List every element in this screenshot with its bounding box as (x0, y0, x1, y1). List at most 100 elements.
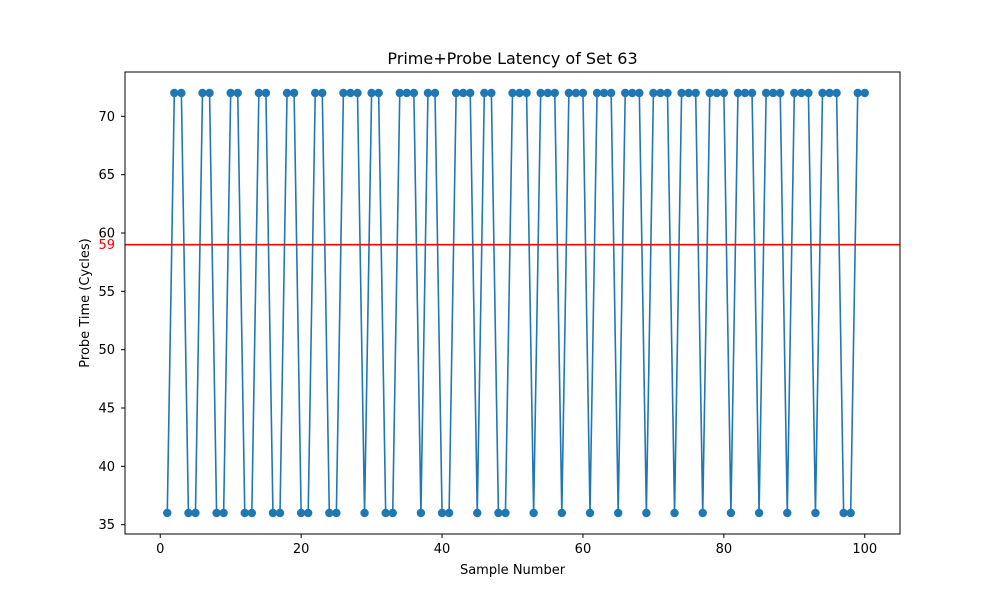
data-point (628, 88, 637, 98)
data-point (282, 88, 292, 98)
data-point (642, 508, 651, 518)
y-tick-label: 50 (98, 343, 115, 358)
data-point (332, 508, 341, 518)
data-point (811, 508, 820, 518)
x-axis-label: Sample Number (460, 563, 566, 578)
data-point (501, 508, 510, 518)
data-point (797, 88, 806, 98)
data-point (303, 508, 313, 518)
data-point (606, 88, 616, 98)
data-point (599, 88, 609, 98)
data-point (226, 88, 235, 98)
data-point (754, 508, 764, 518)
data-point (621, 88, 630, 98)
y-tick-label: 60 (98, 227, 115, 242)
data-point (198, 88, 207, 98)
data-point (163, 508, 172, 518)
data-point (458, 88, 468, 98)
data-point (296, 508, 306, 518)
data-point (832, 88, 841, 98)
data-point (691, 88, 700, 98)
data-point (346, 88, 355, 98)
y-axis-label: Probe Time (Cycles) (78, 238, 93, 367)
y-tick-label: 35 (98, 518, 115, 533)
data-point (374, 88, 383, 98)
data-point (423, 88, 433, 98)
data-point (719, 88, 729, 98)
x-tick-label: 100 (852, 542, 877, 557)
data-point (684, 88, 693, 98)
data-point (585, 508, 595, 518)
data-point (437, 508, 447, 518)
data-point (783, 508, 792, 518)
data-point (543, 88, 552, 98)
data-point (733, 88, 743, 98)
data-point (487, 88, 496, 98)
data-point (656, 88, 665, 98)
data-point (776, 88, 785, 98)
data-point (289, 88, 299, 98)
data-point (635, 88, 644, 98)
data-point (353, 88, 362, 98)
data-point (846, 508, 855, 518)
data-point (275, 508, 285, 518)
data-point (318, 88, 327, 98)
y-tick-label: 55 (98, 285, 115, 300)
y-axis: 35 40 45 50 55 60 65 70 (98, 110, 125, 533)
data-point (761, 88, 771, 98)
data-point (508, 88, 517, 98)
data-point (747, 88, 757, 98)
data-point (853, 88, 862, 98)
series-line (166, 92, 865, 514)
data-point (790, 88, 799, 98)
x-tick-label: 80 (716, 542, 733, 557)
data-point (212, 508, 221, 518)
data-point (311, 88, 320, 98)
data-point (219, 508, 228, 518)
y-tick-label: 70 (98, 110, 115, 125)
data-point (191, 508, 200, 518)
data-point (261, 88, 271, 98)
x-axis: 0 20 40 60 80 100 (156, 534, 877, 557)
x-tick-label: 0 (156, 542, 164, 557)
data-point (529, 508, 538, 518)
data-point (177, 88, 186, 98)
data-point (592, 88, 602, 98)
data-point (254, 88, 264, 98)
plot-area (163, 88, 869, 518)
y-tick-label: 40 (98, 460, 115, 475)
data-point (804, 88, 813, 98)
data-point (451, 88, 461, 98)
data-point (578, 88, 588, 98)
data-point (240, 508, 249, 518)
y-tick-label: 45 (98, 402, 115, 417)
data-point (367, 88, 376, 98)
data-point (381, 508, 390, 518)
data-point (268, 508, 278, 518)
data-point (557, 508, 567, 518)
data-point (768, 88, 778, 98)
data-point (515, 88, 524, 98)
data-point (740, 88, 750, 98)
data-point (205, 88, 214, 98)
data-point (388, 508, 397, 518)
data-point (825, 88, 834, 98)
data-point (613, 508, 623, 518)
y-tick-label: 65 (98, 168, 115, 183)
data-point (726, 508, 736, 518)
data-point (466, 88, 475, 98)
data-point (170, 88, 179, 98)
x-tick-label: 60 (575, 542, 592, 557)
data-point (444, 508, 454, 518)
data-point (550, 88, 559, 98)
data-point (705, 88, 714, 98)
data-point (698, 508, 707, 518)
data-point (536, 88, 545, 98)
data-point (402, 88, 412, 98)
data-point (473, 508, 482, 518)
chart-title: Prime+Probe Latency of Set 63 (387, 49, 637, 68)
data-point (395, 88, 404, 98)
data-point (677, 88, 686, 98)
data-point (416, 508, 426, 518)
data-point (247, 508, 257, 518)
